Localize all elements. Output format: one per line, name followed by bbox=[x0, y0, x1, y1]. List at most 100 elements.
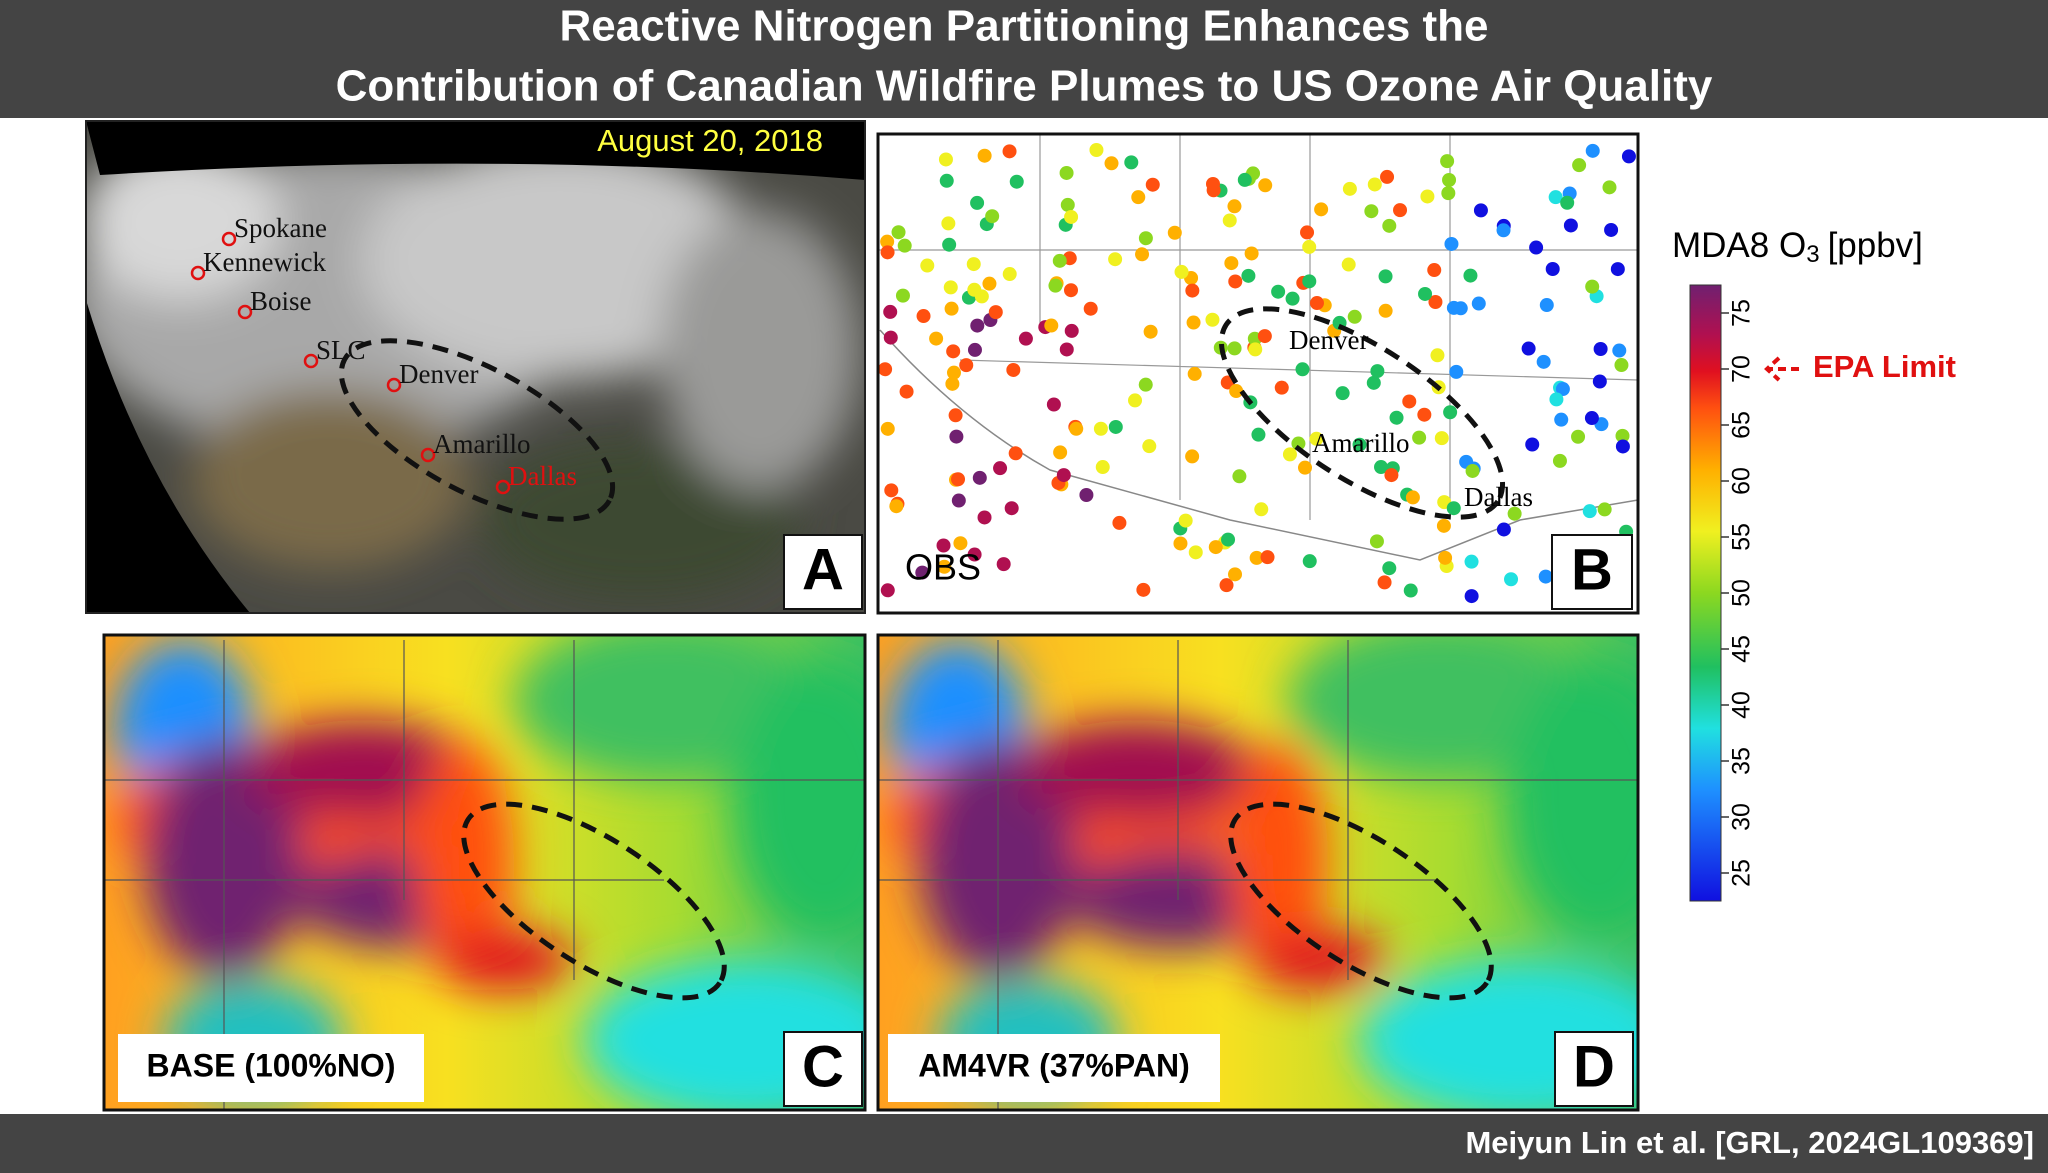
station-dot bbox=[1309, 296, 1324, 311]
station-dot bbox=[1463, 268, 1478, 283]
station-dot bbox=[1449, 364, 1464, 379]
station-dot bbox=[1046, 397, 1061, 412]
station-dot bbox=[1446, 300, 1461, 315]
station-dot bbox=[899, 384, 914, 399]
city-marker bbox=[237, 304, 253, 320]
station-dot bbox=[1232, 469, 1247, 484]
station-dot bbox=[1309, 431, 1324, 446]
station-dot bbox=[1374, 460, 1389, 475]
station-dot bbox=[1258, 178, 1273, 193]
station-dot bbox=[1009, 174, 1024, 189]
panel-tag: OBS bbox=[905, 547, 981, 588]
station-dot bbox=[1440, 154, 1455, 169]
station-dot bbox=[1131, 190, 1146, 205]
station-dot bbox=[1446, 501, 1461, 516]
city-marker bbox=[303, 353, 319, 369]
station-dot bbox=[1079, 487, 1094, 502]
epa-arrow bbox=[1764, 356, 1799, 382]
station-dot bbox=[1048, 278, 1063, 293]
colorbar-label: MDA8 O3 [ppbv] bbox=[1672, 226, 1923, 268]
station-dot bbox=[1205, 176, 1220, 191]
station-dot bbox=[1059, 342, 1074, 357]
station-dot bbox=[985, 209, 1000, 224]
colorbar-tick-label: 25 bbox=[1728, 859, 1756, 887]
station-dot bbox=[1571, 429, 1586, 444]
station-dot bbox=[1167, 225, 1182, 240]
station-dot bbox=[953, 536, 968, 551]
station-dot bbox=[1585, 279, 1600, 294]
station-dot bbox=[959, 358, 974, 373]
station-dot bbox=[948, 408, 963, 423]
city-label: Amarillo bbox=[433, 429, 530, 459]
field-blob bbox=[734, 660, 865, 940]
plume-outline bbox=[338, 338, 616, 522]
station-dot bbox=[1545, 262, 1560, 277]
station-dot bbox=[1222, 213, 1237, 228]
station-dot bbox=[1615, 439, 1630, 454]
station-dot bbox=[1248, 342, 1263, 357]
date-label: August 20, 2018 bbox=[597, 123, 823, 158]
field-blob bbox=[1018, 720, 1258, 820]
station-dot bbox=[1548, 190, 1563, 205]
station-dot bbox=[1604, 222, 1619, 237]
station-dot bbox=[1473, 203, 1488, 218]
station-dot bbox=[1274, 380, 1289, 395]
panel-letter: C bbox=[802, 1034, 844, 1099]
station-dot bbox=[889, 499, 904, 514]
station-dot bbox=[897, 238, 912, 253]
field-blob bbox=[1508, 660, 1638, 940]
city-label: Amarillo bbox=[1312, 428, 1409, 458]
station-dot bbox=[1536, 354, 1551, 369]
station-dot bbox=[1464, 554, 1479, 569]
station-dot bbox=[1069, 421, 1084, 436]
title-bar bbox=[0, 0, 2048, 118]
colorbar-tick-label: 70 bbox=[1728, 355, 1756, 383]
station-dot bbox=[938, 152, 953, 167]
station-dot bbox=[1442, 173, 1457, 188]
panel-tag: AM4VR (37%PAN) bbox=[918, 1047, 1189, 1083]
station-dot bbox=[1254, 502, 1269, 517]
plume-outline bbox=[1218, 306, 1506, 520]
station-dot bbox=[1271, 284, 1286, 299]
station-dot bbox=[1504, 572, 1519, 587]
footer-bar bbox=[0, 1114, 2048, 1173]
panel-frame bbox=[85, 120, 866, 614]
station-dot bbox=[1063, 283, 1078, 298]
station-dot bbox=[1260, 550, 1275, 565]
colorbar bbox=[1689, 284, 1722, 902]
station-dot bbox=[1549, 392, 1564, 407]
border-lines bbox=[104, 640, 865, 1110]
panel-frame bbox=[876, 633, 1640, 1112]
colorbar-tick-label: 55 bbox=[1728, 523, 1756, 551]
station-dot bbox=[1471, 296, 1486, 311]
station-dot bbox=[951, 493, 966, 508]
station-dot bbox=[1221, 532, 1236, 547]
station-dot bbox=[891, 225, 906, 240]
station-dot bbox=[1052, 253, 1067, 268]
title-line: Reactive Nitrogen Partitioning Enhances … bbox=[559, 2, 1488, 51]
panel-letter-box bbox=[783, 1031, 863, 1107]
station-dot bbox=[1302, 554, 1317, 569]
colorbar-label-main: MDA8 O bbox=[1672, 226, 1806, 265]
city-label: Denver bbox=[399, 359, 478, 389]
station-dot bbox=[920, 258, 935, 273]
city-label: Dallas bbox=[1464, 482, 1533, 512]
station-dot bbox=[1185, 449, 1200, 464]
station-dot bbox=[1382, 218, 1397, 233]
city-marker bbox=[190, 265, 206, 281]
station-dot bbox=[878, 362, 893, 377]
panel-letter: A bbox=[802, 537, 844, 602]
station-dot bbox=[1352, 437, 1367, 452]
station-dot bbox=[1142, 439, 1157, 454]
station-dot bbox=[1417, 407, 1432, 422]
station-dot bbox=[1060, 197, 1075, 212]
station-dot bbox=[1302, 239, 1317, 254]
colorbar-tick-label: 45 bbox=[1728, 635, 1756, 663]
station-dot bbox=[1128, 393, 1143, 408]
station-dot bbox=[1187, 366, 1202, 381]
panel-tag-box bbox=[118, 1034, 424, 1102]
station-dot bbox=[982, 276, 997, 291]
station-dot bbox=[883, 330, 898, 345]
station-dot bbox=[1300, 225, 1315, 240]
station-dot bbox=[1002, 267, 1017, 282]
